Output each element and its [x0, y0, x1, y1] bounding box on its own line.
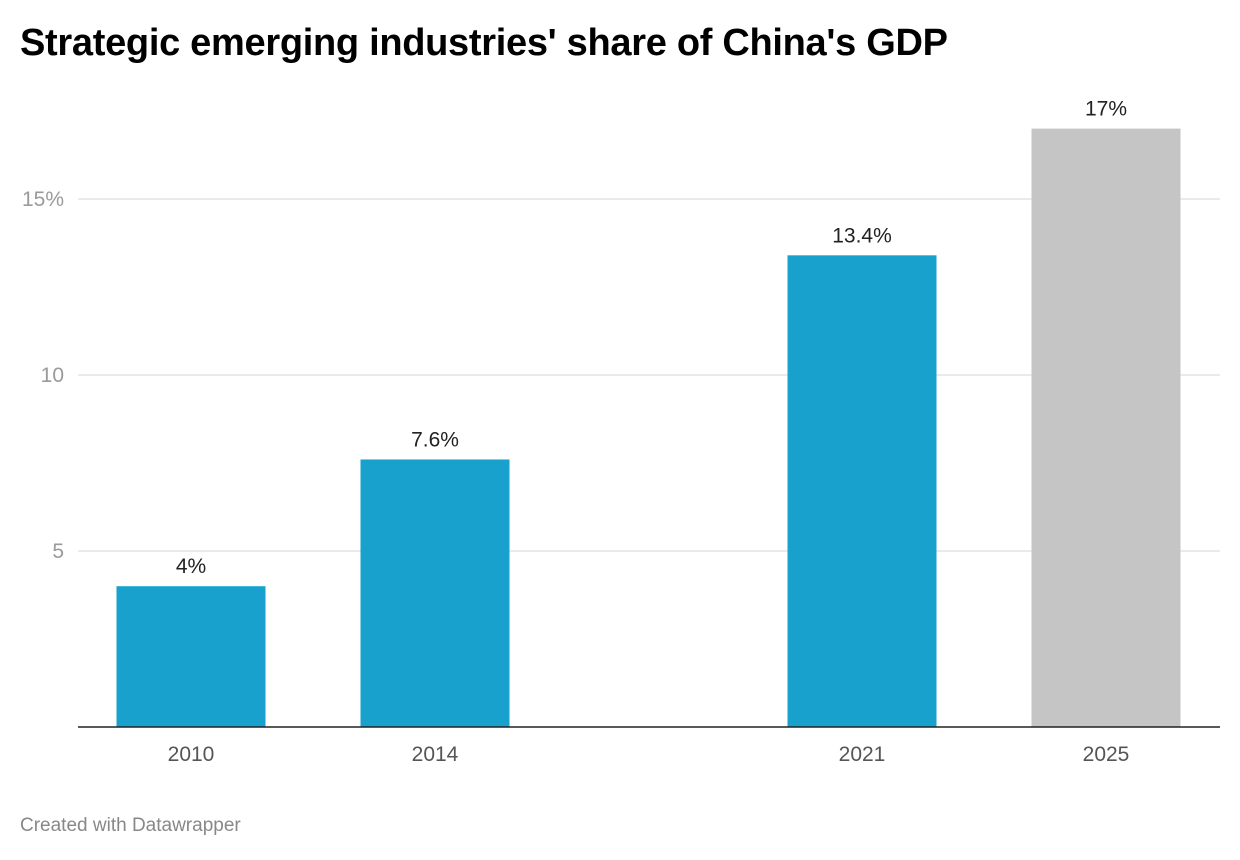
chart-title: Strategic emerging industries' share of …: [20, 22, 948, 64]
data-label-2014: 7.6%: [411, 428, 459, 451]
x-tick-label: 2010: [168, 743, 215, 766]
y-tick-label: 5: [52, 540, 64, 563]
data-label-2025: 17%: [1085, 98, 1127, 121]
footer-credit: Created with Datawrapper: [20, 815, 241, 836]
bar-2014: [360, 459, 510, 727]
x-tick-label: 2014: [412, 743, 459, 766]
bar-2021: [787, 255, 937, 727]
data-label-2010: 4%: [176, 555, 206, 578]
data-label-2021: 13.4%: [832, 224, 892, 247]
x-tick-label: 2025: [1083, 743, 1130, 766]
bar-2025: [1031, 128, 1181, 728]
y-tick-label: 15%: [22, 188, 64, 211]
bar-2010: [116, 586, 266, 727]
x-tick-label: 2021: [839, 743, 886, 766]
y-tick-label: 10: [41, 364, 64, 387]
